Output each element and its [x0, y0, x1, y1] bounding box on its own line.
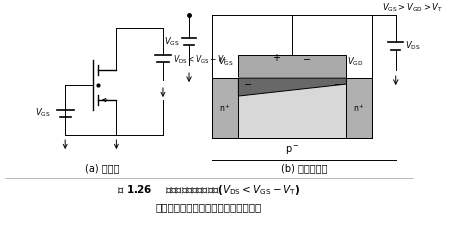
Text: 图 1.26    非饱和区中沟道的厚度($V_{\mathrm{DS}}<V_{\mathrm{GS}}-V_{\mathrm{T}}$): 图 1.26 非饱和区中沟道的厚度($V_{\mathrm{DS}}<V_{\m…: [117, 183, 300, 197]
Text: $-$: $-$: [333, 78, 342, 88]
Text: $V_{\mathrm{GD}}$: $V_{\mathrm{GD}}$: [348, 56, 364, 68]
Text: （漏区附近的沟道厚度比源区附近薄）: （漏区附近的沟道厚度比源区附近薄）: [155, 202, 262, 212]
Text: $-$: $-$: [243, 78, 252, 88]
Bar: [238, 55, 346, 78]
Text: n$^+$: n$^+$: [220, 102, 231, 114]
Bar: [212, 78, 373, 138]
Text: $V_{\mathrm{GS}}$: $V_{\mathrm{GS}}$: [219, 56, 234, 68]
Text: $V_{\mathrm{DS}}<V_{\mathrm{GS}}-V_{\mathrm{T}}$: $V_{\mathrm{DS}}<V_{\mathrm{GS}}-V_{\mat…: [173, 54, 229, 66]
Bar: [346, 78, 373, 138]
Text: $-$: $-$: [302, 53, 311, 63]
Text: p$^-$: p$^-$: [285, 144, 299, 156]
Text: $V_{\mathrm{DS}}$: $V_{\mathrm{DS}}$: [405, 40, 421, 52]
Text: $V_{\mathrm{GS}}$: $V_{\mathrm{GS}}$: [35, 107, 50, 119]
Bar: [238, 77, 346, 78]
Text: n$^+$: n$^+$: [353, 102, 365, 114]
Text: $V_{\mathrm{GS}}>V_{\mathrm{GD}}>V_{\mathrm{T}}$: $V_{\mathrm{GS}}>V_{\mathrm{GD}}>V_{\mat…: [382, 2, 443, 14]
Polygon shape: [238, 78, 346, 96]
Text: (b) 剖面示意图: (b) 剖面示意图: [281, 163, 327, 173]
Text: +: +: [272, 53, 280, 63]
Text: (a) 符号图: (a) 符号图: [85, 163, 119, 173]
Bar: [212, 78, 238, 138]
Text: $V_{\mathrm{GS}}$: $V_{\mathrm{GS}}$: [164, 36, 180, 48]
